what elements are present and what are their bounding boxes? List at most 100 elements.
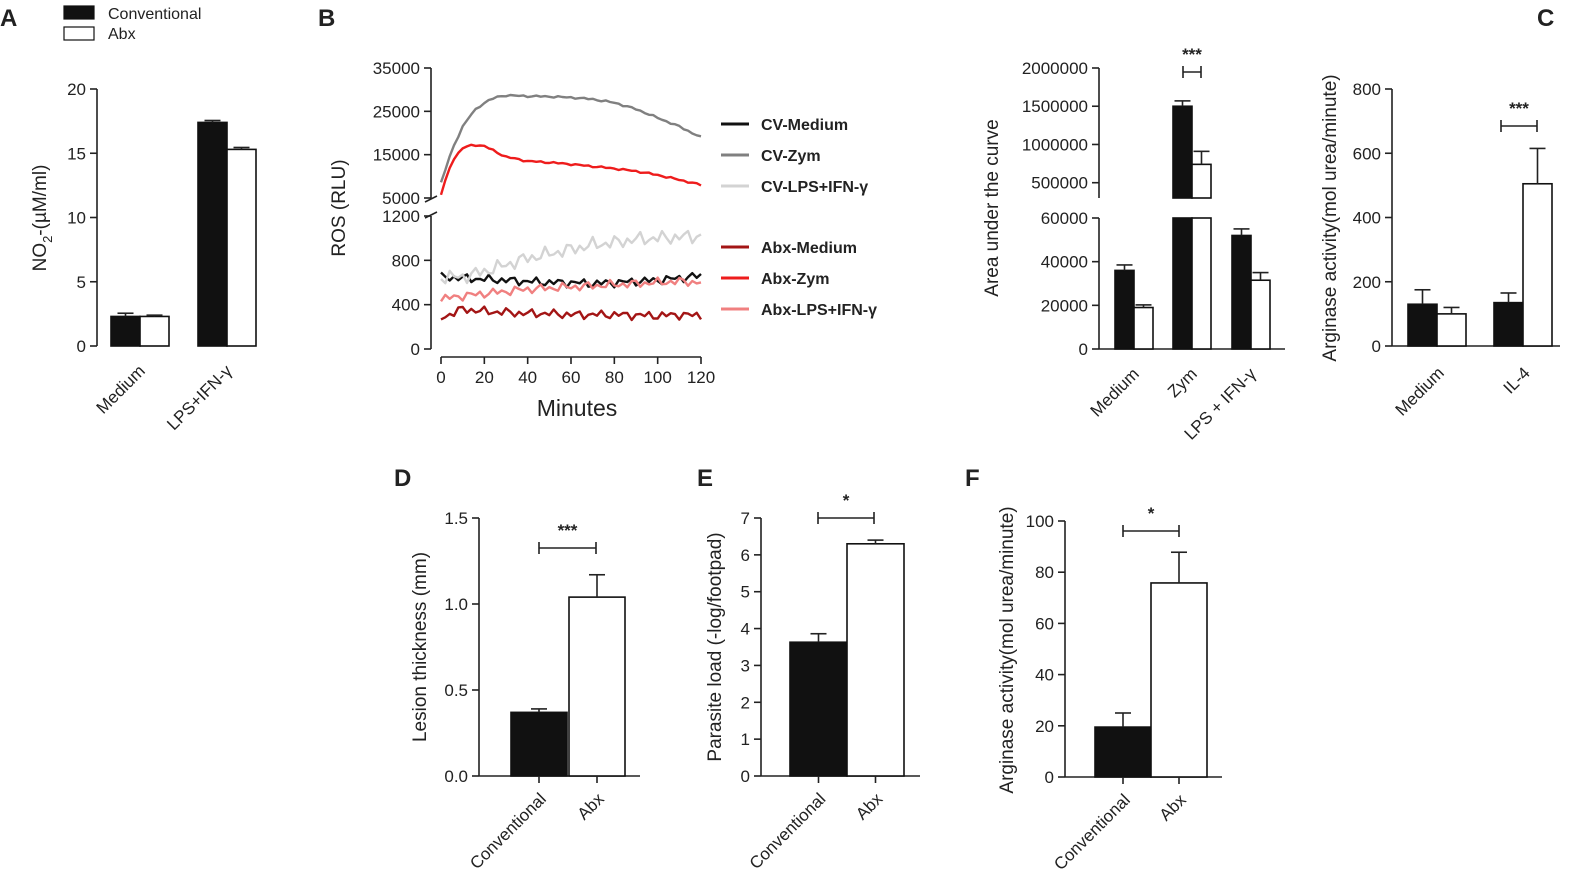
panel-b-auc-lower-y-tick-label: 40000	[1041, 253, 1088, 272]
panel-f-bar-conventional	[1094, 726, 1152, 778]
panel-a-y-tick-label: 0	[77, 337, 86, 356]
legend-swatch-conventional	[63, 5, 95, 20]
panel-c-bar-conventional	[1493, 301, 1524, 347]
panel-b-legend-label: Abx-LPS+IFN-γ	[761, 302, 877, 319]
panel-a-bar-conventional	[110, 315, 141, 347]
panel-a-y-label-sub: 2	[40, 236, 55, 243]
panel-c-y-tick-label: 400	[1353, 209, 1381, 228]
panel-e-bar-conventional	[789, 641, 848, 777]
panel-letter-d: D	[394, 465, 411, 492]
panel-a: A B C D E F	[0, 5, 1554, 492]
panel-f-y-label: Arginase activity(mol urea/minute)	[997, 506, 1018, 793]
panel-b-lower-y-tick-label: 800	[392, 251, 420, 270]
panel-f-y-tick-label: 80	[1035, 563, 1054, 582]
panel-e-bar-abx	[846, 542, 905, 777]
panel-letter-b: B	[318, 5, 335, 32]
panel-d-y-label: Lesion thickness (mm)	[410, 552, 431, 742]
panel-c-y-tick-label: 800	[1353, 80, 1381, 99]
panel-b-auc-significance-stars: ***	[1182, 45, 1202, 64]
panel-e-category-label: Abx	[852, 789, 887, 824]
panel-b-x-tick-label: 120	[687, 368, 715, 387]
panel-d-category-label: Conventional	[466, 789, 550, 873]
panel-a-y-tick-label: 5	[77, 273, 86, 292]
panel-c-bar-conventional	[1407, 303, 1438, 347]
legend-label-abx: Abx	[108, 26, 136, 43]
panel-b-auc-lower-y-tick-label: 0	[1079, 340, 1088, 359]
panel-b-legend-label: Abx-Medium	[761, 240, 857, 257]
panel-b-x-tick-label: 20	[475, 368, 494, 387]
panel-b-upper-y-tick-label: 35000	[373, 59, 420, 78]
panel-b-auc-chart: 500000 1000000 1500000 2000000 0 20000 40000 60…	[982, 45, 1285, 444]
panel-e-y-tick-label: 3	[741, 656, 750, 675]
panel-b-auc-bar-abx-upper	[1191, 163, 1212, 199]
panel-b-auc-bar-abx-lower	[1191, 217, 1212, 350]
panel-b-series-line-abx-zym	[439, 143, 702, 196]
panel-b-auc-upper-y-tick-label: 1000000	[1022, 135, 1088, 154]
panel-e-y-tick-label: 1	[741, 730, 750, 749]
panel-b-legend-label: CV-Medium	[761, 117, 848, 134]
panel-b-upper-y-tick-label: 15000	[373, 146, 420, 165]
panel-e-y-tick-label: 7	[741, 509, 750, 528]
panel-b-auc-bar-conventional	[1114, 269, 1135, 350]
panel-a-chart: 0 5 10 15 20 NO2-(µM/ml) Conventional Abx Medium…	[30, 5, 257, 434]
panel-b-x-label: Minutes	[537, 395, 618, 421]
panel-b-auc-break-gap	[1170, 199, 1216, 217]
panel-c-significance-stars: ***	[1509, 99, 1529, 118]
panel-b-axis-break-top	[424, 195, 438, 203]
panel-d-chart: 0.0 0.5 1.0 1.5 Lesion thickness (mm) Convent…	[410, 509, 640, 873]
legend-swatch-abx	[63, 26, 95, 41]
panel-d-bar-conventional	[510, 711, 568, 777]
panel-b-auc-upper-y-tick-label: 500000	[1031, 174, 1088, 193]
panel-b-auc-y-label: Area under the curve	[982, 119, 1003, 296]
panel-b-auc-lower-y-tick-label: 20000	[1041, 296, 1088, 315]
panel-a-y-label-main: NO	[30, 243, 51, 272]
panel-b-series-line-cv-lps-ifn-	[440, 229, 702, 285]
panel-b-lower-y-tick-label: 400	[392, 296, 420, 315]
panel-a-y-label: NO2-(µM/ml)	[30, 165, 55, 272]
panel-f-chart: 0 20 40 60 80 100 Arginase activity(mol urea/m…	[997, 504, 1222, 874]
panel-b-x-tick-label: 100	[643, 368, 671, 387]
panel-c-y-tick-label: 600	[1353, 144, 1381, 163]
panel-b-auc-upper-y-tick-label: 2000000	[1022, 59, 1088, 78]
panel-b-upper-y-tick-label: 5000	[382, 189, 420, 208]
panel-d-y-tick-label: 0.5	[444, 681, 468, 700]
panel-b-auc-bar-conventional-lower	[1172, 217, 1193, 350]
panel-e-y-tick-label: 2	[741, 693, 750, 712]
panel-f-bar-abx	[1150, 582, 1208, 778]
panel-b-auc-lower-y-tick-label: 60000	[1041, 209, 1088, 228]
panel-d-y-tick-label: 1.5	[444, 509, 468, 528]
panel-f-significance-stars: *	[1148, 504, 1155, 523]
panel-c-bar-abx	[1522, 182, 1553, 347]
panel-b-line-chart: 5000 15000 25000 35000 0 400 800 1200 0 20 40 60 80 1…	[329, 59, 877, 421]
panel-c-y-tick-label: 200	[1353, 273, 1381, 292]
legend-label-conventional: Conventional	[108, 6, 201, 23]
panel-b-x-tick-label: 60	[562, 368, 581, 387]
panel-a-category-label: LPS+IFN-γ	[163, 361, 236, 434]
panel-b-legend-label: Abx-Zym	[761, 271, 829, 288]
panel-a-bar-abx	[226, 148, 257, 347]
panel-d-y-tick-label: 1.0	[444, 595, 468, 614]
panel-letter-f: F	[965, 465, 980, 492]
panel-b-legend-label: CV-Zym	[761, 148, 821, 165]
panel-c-category-label: Medium	[1392, 363, 1448, 419]
panel-b-auc-bar-conventional-upper	[1172, 105, 1193, 199]
panel-e-y-label: Parasite load (-log/footpad)	[705, 532, 726, 761]
panel-a-category-label: Medium	[93, 361, 149, 417]
panel-b-auc-category-label: Medium	[1087, 364, 1143, 420]
panel-d-y-tick-label: 0.0	[444, 767, 468, 786]
panel-d-bar-abx	[568, 596, 626, 777]
panel-e-y-tick-label: 0	[741, 767, 750, 786]
panel-b-lower-y-tick-label: 1200	[382, 207, 420, 226]
panel-b-x-tick-label: 0	[436, 368, 445, 387]
panel-f-y-tick-label: 20	[1035, 717, 1054, 736]
panel-letter-a: A	[0, 5, 17, 32]
panel-a-bar-abx	[139, 315, 170, 347]
panel-c-y-tick-label: 0	[1372, 337, 1381, 356]
panel-e-y-tick-label: 5	[741, 583, 750, 602]
panel-b-lower-y-tick-label: 0	[411, 340, 420, 359]
panel-b-auc-bar-abx	[1250, 279, 1271, 350]
panel-b-auc-upper-y-tick-label: 1500000	[1022, 97, 1088, 116]
panel-e-significance-stars: *	[843, 491, 850, 510]
panel-b-y-label: ROS (RLU)	[329, 159, 350, 256]
